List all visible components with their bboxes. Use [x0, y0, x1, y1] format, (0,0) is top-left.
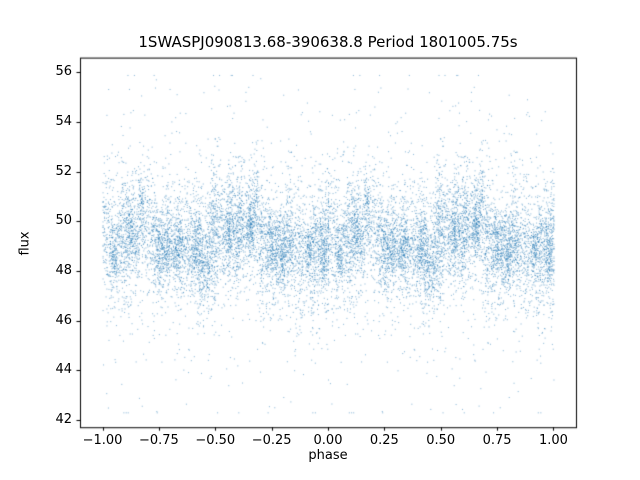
x-tick-label: −0.25 [251, 433, 292, 449]
x-tick-label: 0.50 [426, 433, 456, 449]
x-tick-label: −0.75 [138, 433, 179, 449]
x-tick-label: −0.50 [195, 433, 236, 449]
y-tick-label: 44 [55, 362, 72, 378]
y-axis-label: flux [17, 231, 33, 256]
x-tick-label: 0.75 [482, 433, 512, 449]
y-tick-label: 48 [55, 262, 72, 278]
x-axis-label: phase [308, 448, 348, 463]
x-tick-label: 0.25 [369, 433, 399, 449]
x-tick-label: 1.00 [538, 433, 568, 449]
y-tick-label: 56 [55, 64, 72, 80]
x-tick-label: 0.00 [313, 433, 343, 449]
chart-title: 1SWASPJ090813.68-390638.8 Period 1801005… [138, 33, 518, 51]
y-tick-label: 50 [55, 213, 72, 229]
y-tick-label: 52 [55, 163, 72, 179]
y-tick-label: 54 [55, 114, 72, 130]
y-tick-label: 46 [55, 312, 72, 328]
y-tick-label: 42 [55, 411, 72, 427]
x-tick-label: −1.00 [82, 433, 123, 449]
